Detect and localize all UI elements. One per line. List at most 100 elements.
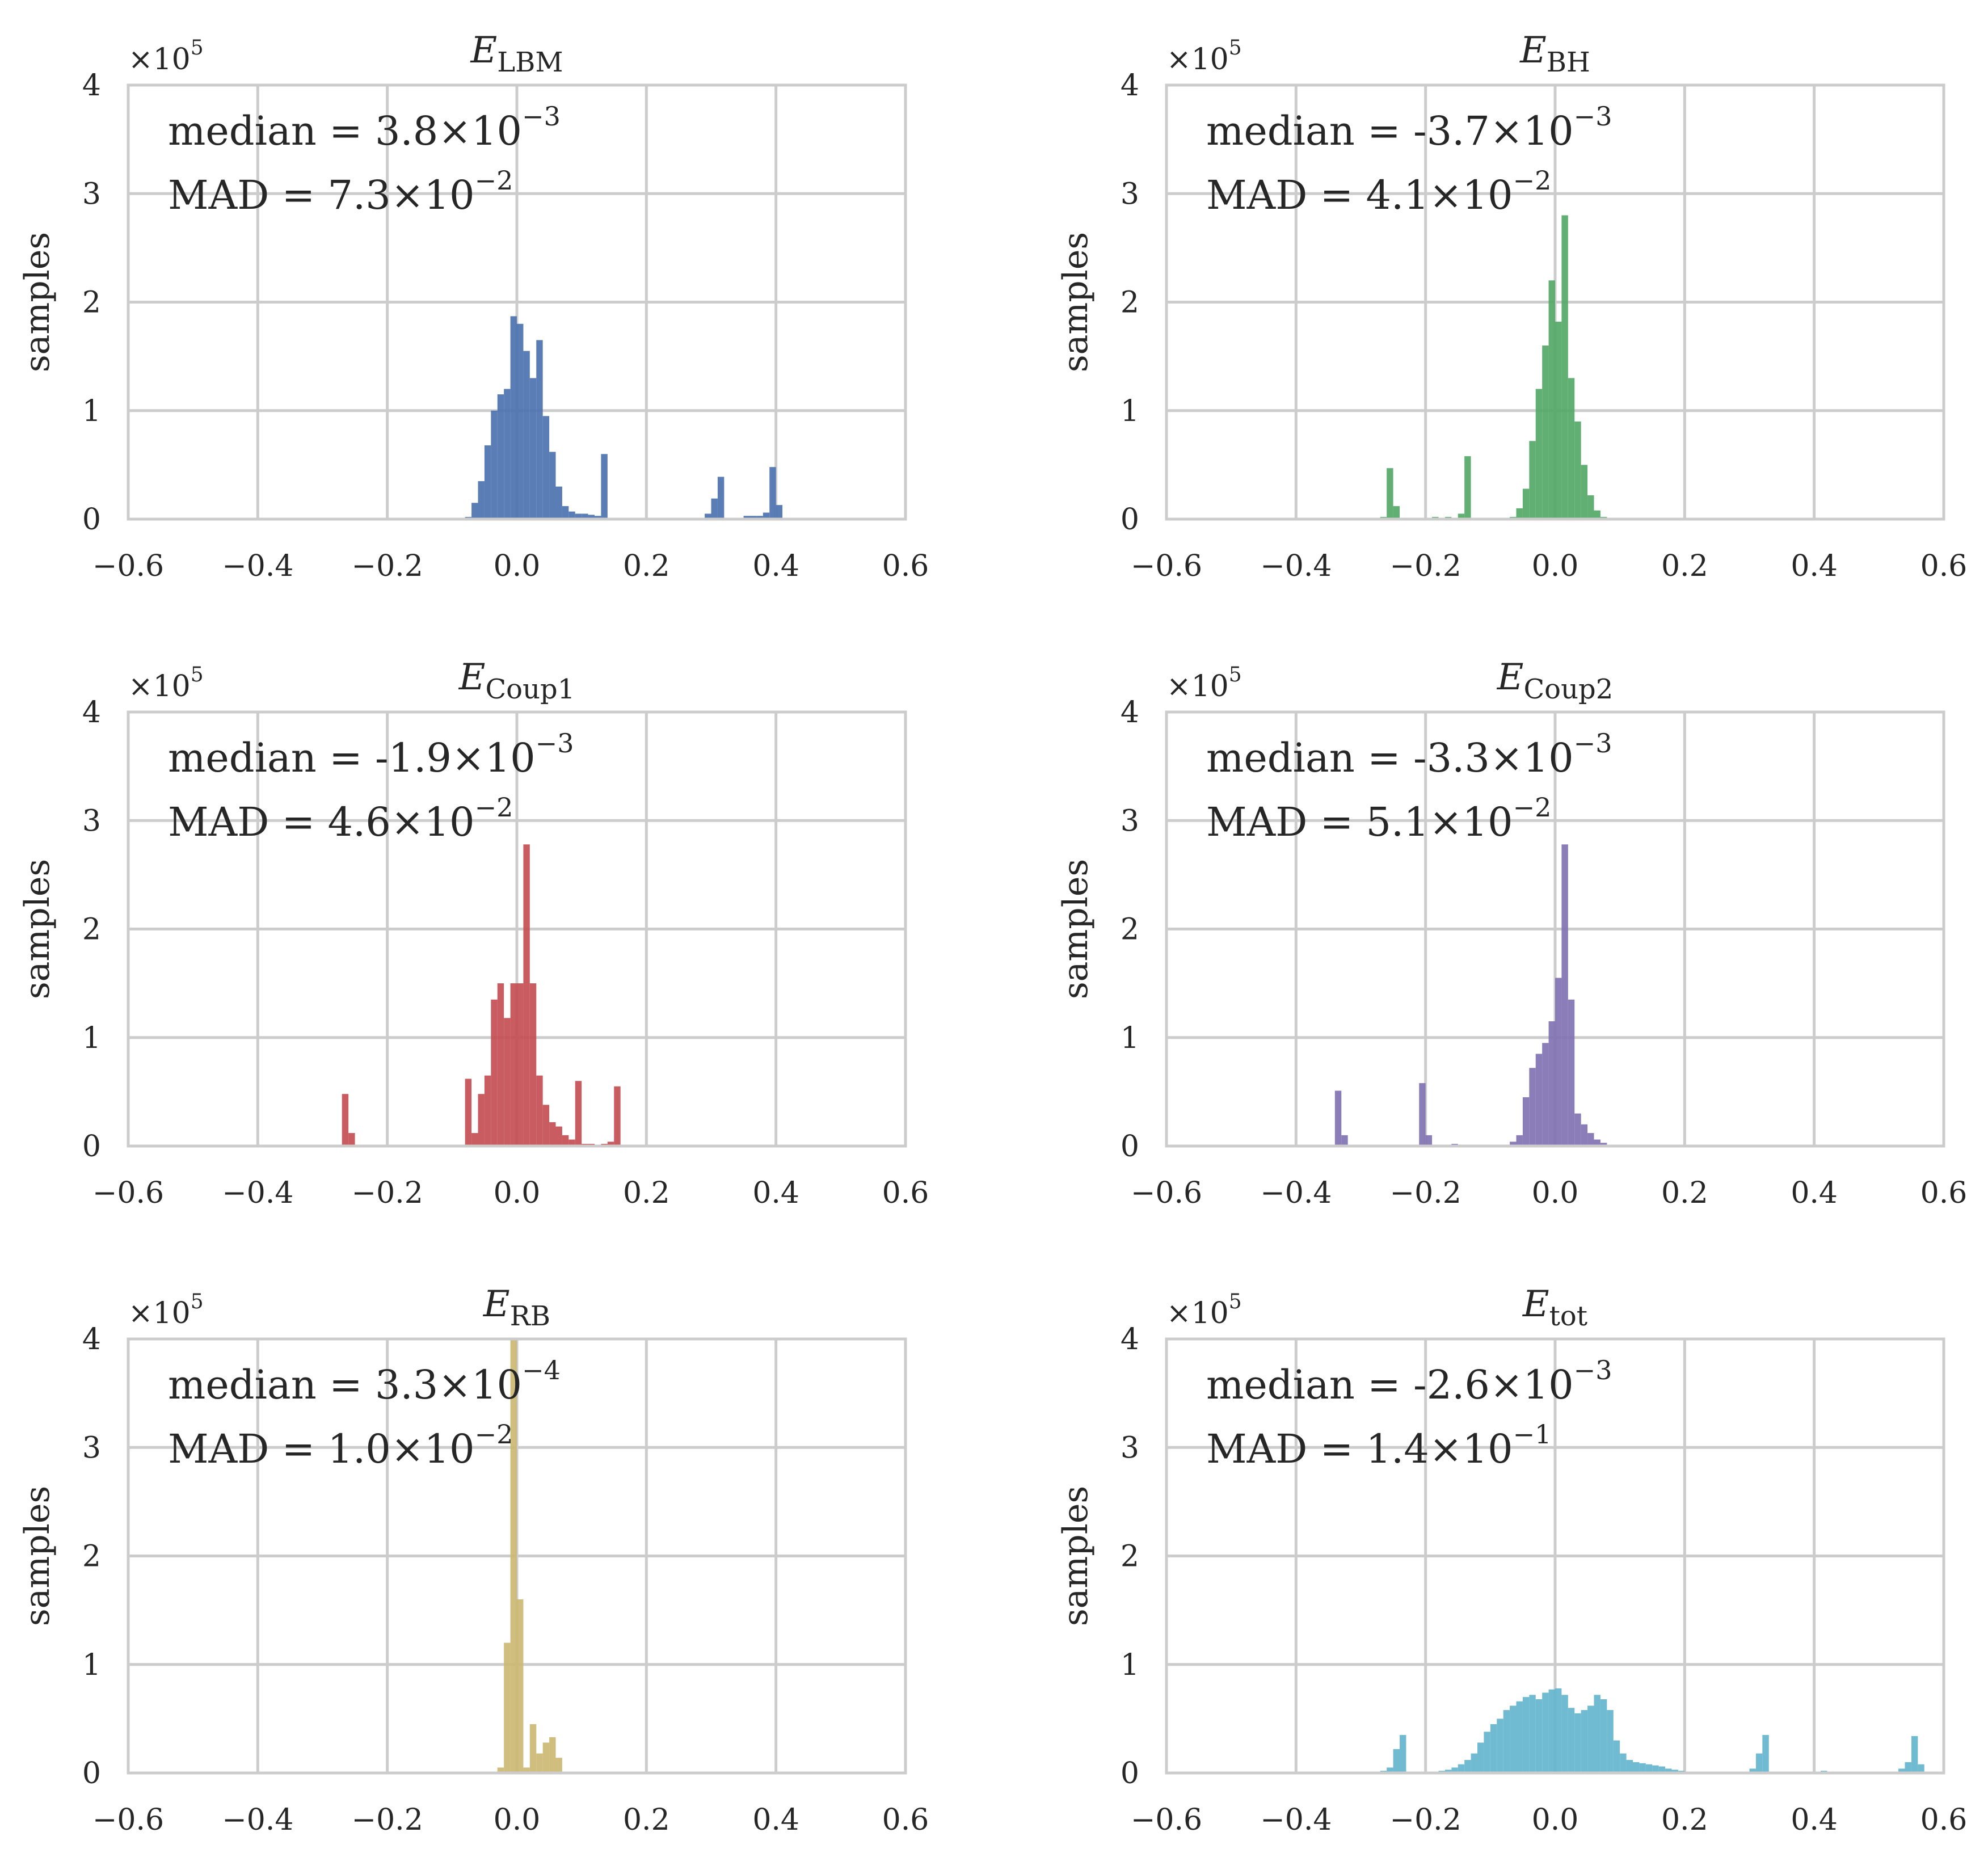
x-tick-label: 0.0 [494,1803,541,1837]
histogram-bar [1458,513,1465,519]
median-value: median = -1.9×10 [168,735,536,781]
y-multiplier-base: ×10 [128,669,191,704]
axes-frame [1165,1337,1945,1775]
histogram-bar [1548,280,1555,519]
x-tick-label: −0.6 [92,549,164,583]
median-exponent: −3 [522,101,561,132]
histogram-bar [1568,999,1575,1146]
x-tick-label: −0.2 [352,1176,423,1210]
y-tick-label: 0 [82,503,101,537]
x-tick-label: 0.2 [623,1803,670,1837]
mad-exponent: −2 [1513,165,1552,196]
median-value: median = 3.3×10 [168,1362,522,1408]
panel-title-subscript: LBM [497,47,563,78]
histogram-bar [743,516,750,519]
panel-title-main: E [458,656,486,698]
histogram-bar [504,389,511,519]
histogram-bar [1749,1768,1756,1773]
x-tick-label: −0.6 [1131,1803,1202,1837]
x-tick-label: 0.6 [882,1803,929,1837]
histogram-bar [1581,465,1588,519]
histogram-bar [1464,456,1471,519]
y-tick-label: 2 [1121,286,1139,320]
panel-title-subscript: Coup1 [485,673,575,705]
y-axis-label: samples [18,232,57,372]
histogram-bar [717,477,725,519]
axes-frame [1165,83,1945,521]
histogram-bar [1516,1135,1523,1146]
mad-annotation: MAD = 4.1×10−2 [1206,165,1551,218]
histogram-bar [1620,1753,1627,1773]
mad-annotation: MAD = 7.3×10−2 [168,165,513,218]
mad-annotation: MAD = 4.6×10−2 [168,792,513,845]
histogram-bar [769,467,776,519]
histogram-bar [1555,1688,1562,1773]
histogram-bar [542,1105,550,1146]
histogram-bar [497,394,504,519]
bars [1334,844,1607,1146]
y-tick-label: 3 [1121,1431,1139,1465]
mad-value: MAD = 5.1×10 [1206,799,1513,845]
panel-title-main: E [470,30,497,71]
axes-frame [1165,710,1945,1148]
x-tick-label: 0.0 [1532,549,1579,583]
y-multiplier-exponent: 5 [191,663,204,686]
histogram-bar [1652,1765,1659,1773]
histogram-bar [1451,1767,1458,1773]
y-tick-label: 3 [82,804,101,838]
histogram-bar [1574,421,1581,519]
panel-title: EBH [1519,30,1590,78]
histogram-bar [575,1081,582,1146]
panel-title-main: E [1522,1283,1549,1325]
x-tick-label: −0.2 [1390,549,1461,583]
histogram-bar [588,515,595,519]
x-tick-label: −0.2 [352,1803,423,1837]
y-multiplier-base: ×10 [1166,1296,1229,1330]
histogram-bar [1568,378,1575,519]
histogram-bar [1594,510,1600,519]
y-multiplier: ×105 [1166,1290,1242,1330]
histogram-bar [1561,215,1568,519]
histogram-bar [562,506,569,519]
histogram-bar [523,844,530,1146]
histogram-bar [1555,978,1562,1146]
histogram-bar [763,512,770,519]
histogram-bar [517,1599,524,1773]
median-exponent: −4 [522,1355,561,1385]
histogram-bar [1419,1083,1426,1146]
histogram-bar [1425,1135,1433,1146]
histogram-bar [1522,1097,1530,1146]
histogram-bar [1613,1740,1620,1773]
histogram-bar [1497,1719,1503,1773]
y-multiplier-exponent: 5 [1229,36,1242,60]
histogram-bar [1561,1695,1568,1773]
x-tick-label: 0.2 [623,549,670,583]
histogram-bar [529,378,537,519]
x-tick-label: −0.6 [1131,549,1202,583]
y-tick-label: 2 [82,913,101,947]
histogram-bar [750,516,757,519]
panel-title-subscript: RB [510,1300,550,1332]
median-exponent: −3 [1574,728,1612,759]
panel-title: ECoup1 [458,656,575,705]
histogram-bar [1341,1135,1348,1146]
histogram-bar [484,445,491,519]
median-value: median = -3.3×10 [1206,735,1574,781]
x-tick-label: −0.4 [222,1803,293,1837]
histogram-bar [1568,1708,1575,1773]
histogram-bar [601,454,608,519]
mad-value: MAD = 1.0×10 [168,1426,475,1472]
histogram-bar [536,1075,543,1146]
y-tick-label: 2 [82,286,101,320]
histogram-bar [1535,1699,1543,1773]
histogram-bar [1905,1762,1911,1773]
y-axis-label: samples [1056,859,1096,999]
median-value: median = 3.8×10 [168,108,522,154]
y-axis-label: samples [18,859,57,999]
histogram-bar [1658,1766,1666,1773]
x-tick-label: 0.0 [494,549,541,583]
median-value: median = -2.6×10 [1206,1362,1574,1408]
histogram-bar [1594,1695,1600,1773]
histogram-bar [536,1753,543,1773]
